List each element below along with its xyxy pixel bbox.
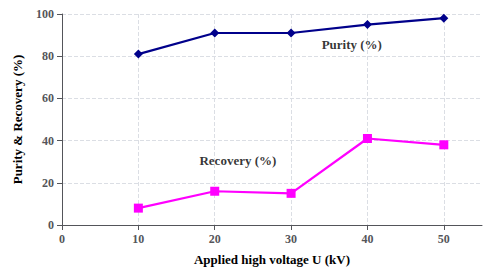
svg-text:80: 80 bbox=[42, 49, 54, 63]
svg-text:0: 0 bbox=[48, 218, 54, 232]
svg-text:Purity & Recovery (%): Purity & Recovery (%) bbox=[10, 55, 25, 185]
svg-text:60: 60 bbox=[42, 91, 54, 105]
svg-text:0: 0 bbox=[59, 232, 65, 246]
svg-text:20: 20 bbox=[42, 176, 54, 190]
svg-text:20: 20 bbox=[209, 232, 221, 246]
svg-text:30: 30 bbox=[285, 232, 297, 246]
svg-text:Applied high voltage U (kV): Applied high voltage U (kV) bbox=[194, 252, 350, 267]
svg-text:100: 100 bbox=[36, 7, 54, 21]
svg-text:40: 40 bbox=[42, 134, 54, 148]
svg-text:40: 40 bbox=[361, 232, 373, 246]
svg-text:10: 10 bbox=[132, 232, 144, 246]
svg-text:Purity (%): Purity (%) bbox=[322, 37, 382, 52]
svg-text:Recovery (%): Recovery (%) bbox=[199, 153, 276, 168]
svg-text:50: 50 bbox=[438, 232, 450, 246]
